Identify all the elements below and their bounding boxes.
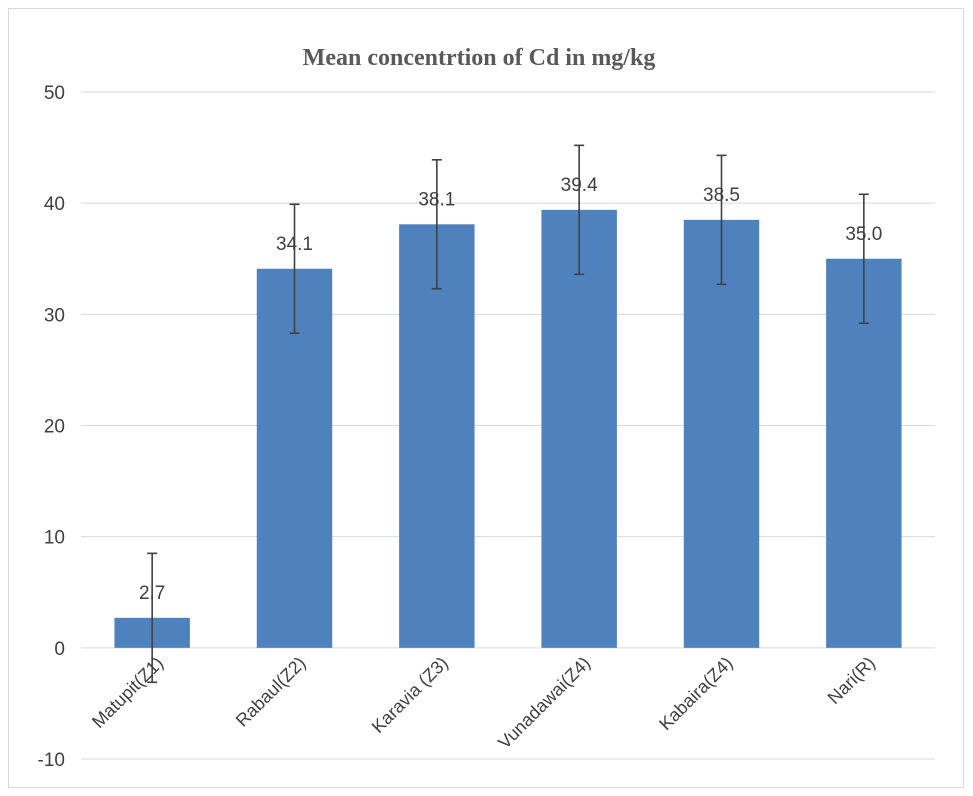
error-bars bbox=[147, 144, 869, 684]
error-bar bbox=[147, 552, 158, 684]
y-tick-label: 10 bbox=[44, 528, 65, 549]
data-label: 2.7 bbox=[139, 583, 165, 604]
y-tick-label: 50 bbox=[44, 83, 65, 104]
x-axis-categories: Matupit(Z1) Rabaul(Z2) Karavia (Z3) Vunadaw… bbox=[88, 653, 879, 753]
bar-chart: Mean concentrtion of Cd in mg/kg -10 0 10 2… bbox=[38, 45, 935, 771]
error-bar bbox=[574, 144, 585, 276]
x-category-label: Vunadawai(Z4) bbox=[494, 653, 594, 753]
bar bbox=[683, 219, 760, 648]
data-label: 34.1 bbox=[276, 234, 313, 255]
x-category-label: Karavia (Z3) bbox=[368, 653, 452, 737]
error-bar bbox=[289, 203, 300, 335]
x-category-label: Matupit(Z1) bbox=[88, 653, 167, 732]
error-bar bbox=[716, 154, 727, 286]
y-tick-label: 40 bbox=[44, 194, 65, 215]
y-axis-ticks: -10 0 10 20 30 40 50 bbox=[38, 83, 65, 771]
x-category-label: Kabaira(Z4) bbox=[655, 653, 736, 734]
chart-area: Mean concentrtion of Cd in mg/kg -10 0 10 2… bbox=[8, 8, 964, 788]
data-label: 39.4 bbox=[561, 175, 598, 196]
x-category-label: Rabaul(Z2) bbox=[232, 653, 310, 731]
error-bar bbox=[431, 159, 442, 290]
data-label: 35.0 bbox=[845, 224, 882, 245]
data-label: 38.1 bbox=[418, 189, 455, 210]
error-bar bbox=[858, 193, 869, 325]
bar bbox=[541, 209, 617, 648]
y-tick-label: -10 bbox=[38, 750, 65, 771]
y-tick-label: 0 bbox=[54, 639, 65, 660]
y-tick-label: 30 bbox=[44, 305, 65, 326]
gridlines bbox=[81, 91, 935, 760]
y-tick-label: 20 bbox=[44, 417, 65, 438]
data-label: 38.5 bbox=[703, 185, 740, 206]
data-labels: 2.7 34.1 38.1 39.4 38.5 35.0 bbox=[139, 175, 882, 604]
chart-title: Mean concentrtion of Cd in mg/kg bbox=[303, 45, 656, 71]
bars bbox=[114, 209, 902, 648]
x-category-label: Nari(R) bbox=[824, 653, 879, 708]
bar bbox=[399, 224, 475, 648]
